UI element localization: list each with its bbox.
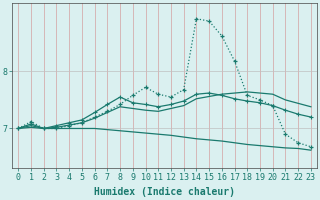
X-axis label: Humidex (Indice chaleur): Humidex (Indice chaleur)	[94, 187, 235, 197]
